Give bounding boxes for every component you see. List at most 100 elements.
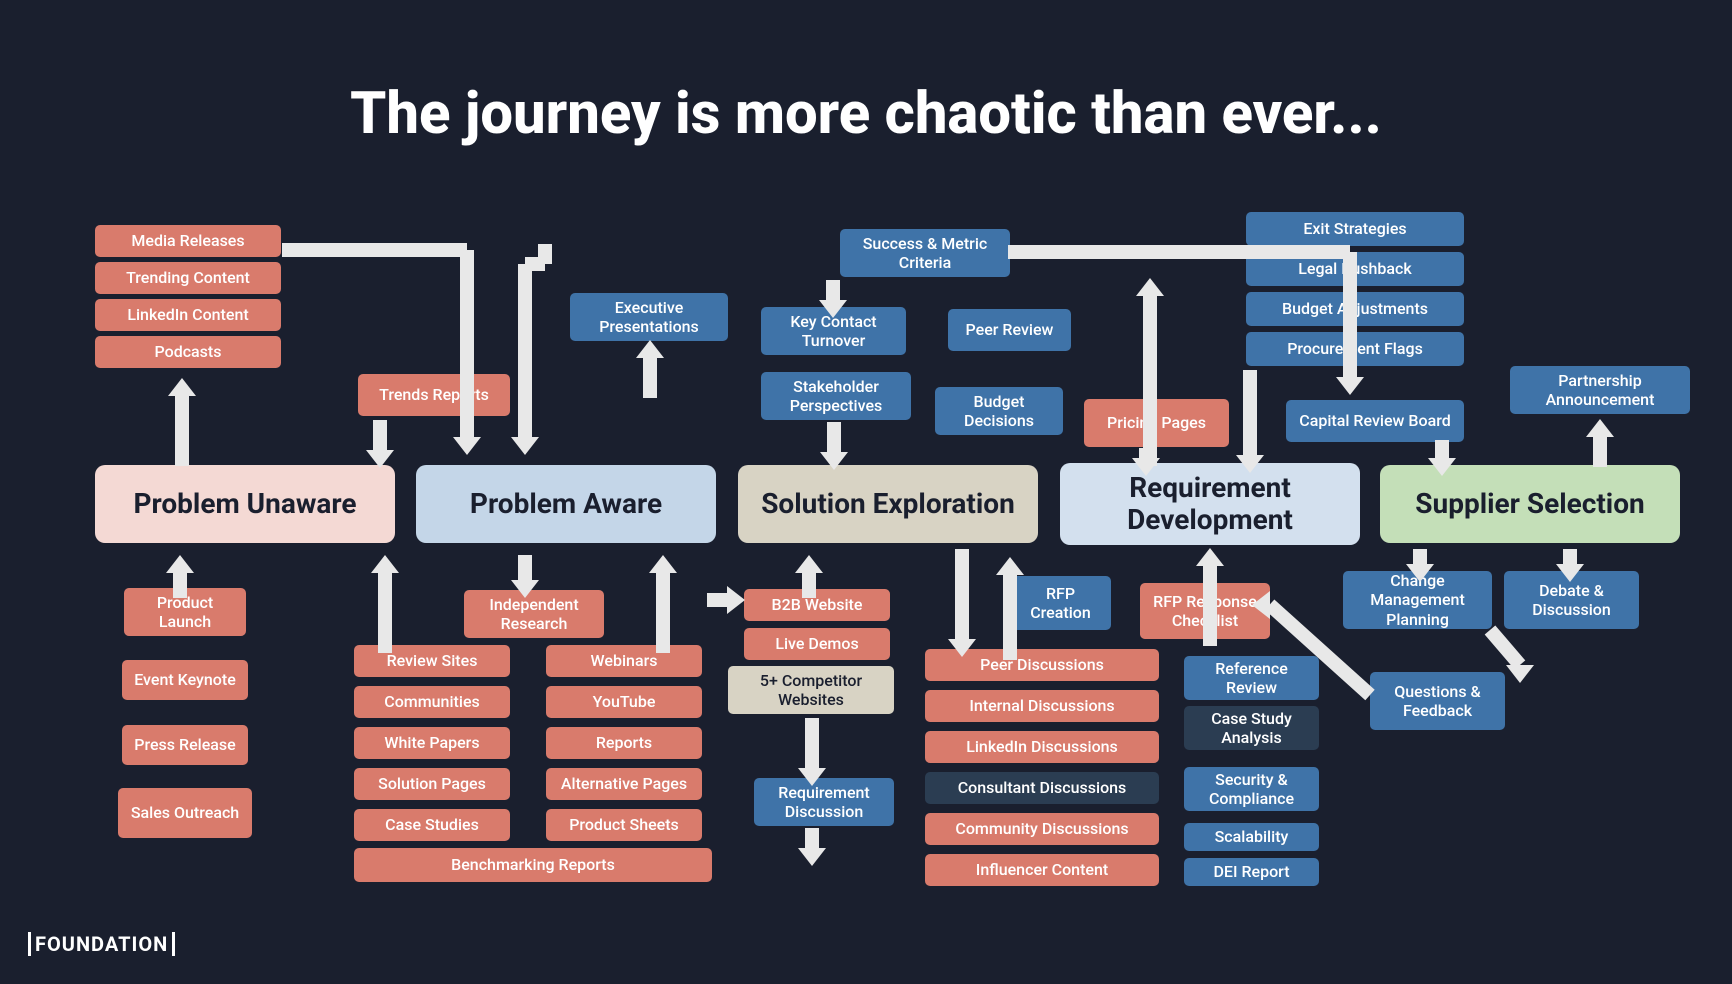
box-media-releases: Media Releases: [95, 225, 281, 257]
box-case-studies: Case Studies: [354, 809, 510, 841]
arrow-shaft: [378, 573, 392, 653]
box-scalability: Scalability: [1184, 823, 1319, 851]
box-peer-review: Peer Review: [948, 309, 1071, 351]
box-benchmarking-reports: Benchmarking Reports: [354, 848, 712, 882]
arrow-shaft: [373, 420, 387, 450]
arrow-shaft: [1203, 566, 1217, 646]
arrow-head: [820, 452, 848, 470]
arrow-head: [168, 378, 196, 396]
box-podcasts: Podcasts: [95, 336, 281, 368]
box-internal-discussions: Internal Discussions: [925, 690, 1159, 722]
box-linkedin-discussions: LinkedIn Discussions: [925, 731, 1159, 763]
box-product-sheets: Product Sheets: [546, 809, 702, 841]
arrow-shaft: [826, 280, 840, 300]
arrow-head: [1132, 458, 1160, 476]
box-event-keynote: Event Keynote: [122, 660, 248, 700]
arrow-shaft: [1143, 296, 1157, 466]
box-trends-reports: Trends Reports: [358, 374, 510, 416]
arrow-shaft: [173, 573, 187, 598]
box-sales-outreach: Sales Outreach: [118, 788, 252, 838]
arrow-head: [1136, 278, 1164, 296]
box-live-demos: Live Demos: [744, 628, 890, 660]
box-trending-content: Trending Content: [95, 262, 281, 294]
box-partnership-announcement: Partnership Announcement: [1510, 366, 1690, 414]
arrow-shaft: [1139, 448, 1153, 458]
box-rfp-creation: RFP Creation: [1010, 576, 1111, 630]
box-white-papers: White Papers: [354, 727, 510, 759]
arrow-head: [1336, 377, 1364, 395]
arrow-shaft: [1485, 625, 1526, 669]
arrow-head: [649, 555, 677, 573]
box-reports: Reports: [546, 727, 702, 759]
box-solution-pages: Solution Pages: [354, 768, 510, 800]
arrow-head: [819, 300, 847, 318]
page-title: The journey is more chaotic than ever...: [0, 80, 1732, 148]
arrow-shaft: [460, 250, 474, 437]
box-linkedin-content: LinkedIn Content: [95, 299, 281, 331]
box-community-discussions: Community Discussions: [925, 813, 1159, 845]
arrow-shaft: [656, 573, 670, 653]
box-stakeholder-perspectives: Stakeholder Perspectives: [761, 372, 911, 420]
box-exit-strategies: Exit Strategies: [1246, 212, 1464, 246]
arrow-head: [798, 848, 826, 866]
stage-problem-aware: Problem Aware: [416, 465, 716, 543]
arrow-head: [1252, 591, 1270, 619]
box-questions-feedback: Questions & Feedback: [1370, 672, 1505, 730]
arrow-shaft: [643, 358, 657, 398]
arrow-shaft: [518, 264, 532, 437]
arrow-head: [166, 555, 194, 573]
arrow-head: [996, 557, 1024, 575]
arrow-head: [1556, 564, 1584, 582]
arrow-shaft: [1343, 252, 1357, 377]
arrow-shaft: [802, 573, 816, 598]
box-dei-report: DEI Report: [1184, 858, 1319, 886]
box-youtube: YouTube: [546, 686, 702, 718]
arrow-head: [511, 580, 539, 598]
stage-solution-exploration: Solution Exploration: [738, 465, 1038, 543]
arrow-head: [948, 639, 976, 657]
arrow-head: [1506, 665, 1534, 683]
arrow-head: [453, 437, 481, 455]
arrow-head: [1586, 419, 1614, 437]
arrow-head: [366, 450, 394, 468]
box-press-release-box: Press Release: [122, 725, 248, 765]
box-webinars: Webinars: [546, 645, 702, 677]
arrow-head: [727, 586, 745, 614]
arrow-shaft: [1003, 575, 1017, 660]
arrow-head: [1236, 455, 1264, 473]
arrow-shaft: [1413, 549, 1427, 564]
box-alternative-pages: Alternative Pages: [546, 768, 702, 800]
box-reference-review: Reference Review: [1184, 656, 1319, 700]
arrow-shaft: [955, 549, 969, 639]
stage-supplier-selection: Supplier Selection: [1380, 465, 1680, 543]
arrow-head: [798, 768, 826, 786]
arrow-head: [371, 555, 399, 573]
arrow-shaft: [1435, 440, 1449, 458]
arrow-head: [1428, 458, 1456, 476]
arrow-shaft: [707, 593, 727, 607]
box-b2b-website: B2B Website: [744, 589, 890, 621]
box-security-compliance: Security & Compliance: [1184, 767, 1319, 811]
stage-requirement-development: Requirement Development: [1060, 463, 1360, 545]
box-success-metric: Success & Metric Criteria: [840, 229, 1010, 277]
arrow-shaft: [518, 555, 532, 580]
box-case-study-analysis: Case Study Analysis: [1184, 706, 1319, 750]
box-influencer-content: Influencer Content: [925, 854, 1159, 886]
box-consultant-discussions: Consultant Discussions: [925, 772, 1159, 804]
arrow-shaft: [805, 828, 819, 848]
arrow-shaft: [282, 243, 467, 257]
arrow-shaft: [827, 422, 841, 452]
arrow-shaft: [1008, 245, 1350, 259]
arrow-shaft: [175, 396, 189, 466]
box-capital-review-board: Capital Review Board: [1286, 400, 1464, 442]
arrow-shaft: [805, 718, 819, 768]
arrow-head: [1406, 564, 1434, 582]
arrow-head: [1196, 548, 1224, 566]
box-competitor-sites: 5+ Competitor Websites: [728, 666, 894, 714]
footer-logo: FOUNDATION: [28, 932, 175, 956]
box-budget-decisions: Budget Decisions: [935, 387, 1063, 435]
arrow-head: [511, 437, 539, 455]
arrow-head: [636, 340, 664, 358]
arrow-shaft: [1563, 549, 1577, 564]
box-executive-presentations: Executive Presentations: [570, 293, 728, 341]
